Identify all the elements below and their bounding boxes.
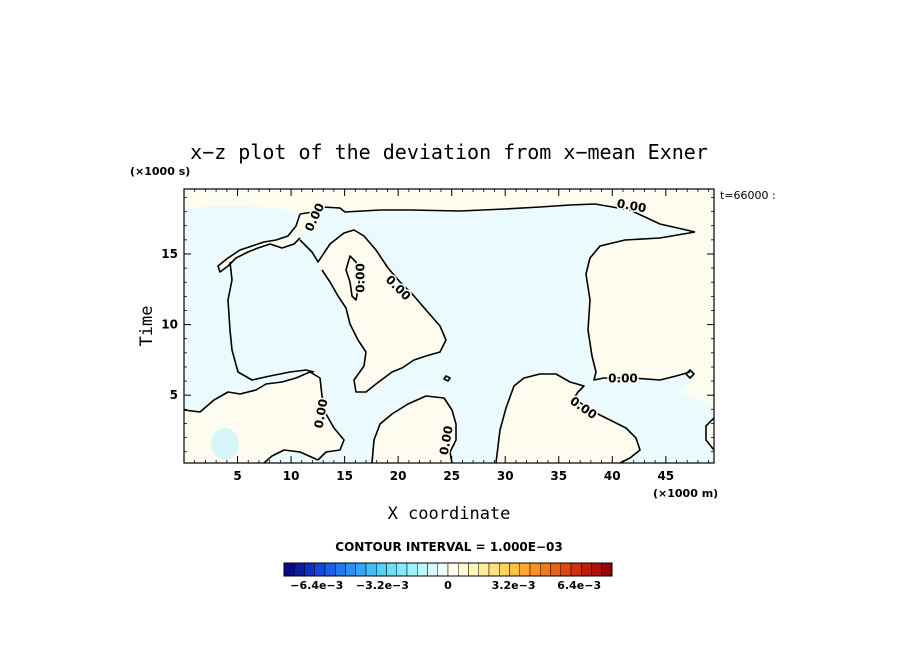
colorbar-cell (376, 562, 387, 577)
colorbar-cell (396, 562, 408, 577)
x-axis-label: X coordinate (388, 504, 511, 524)
plot-field: 0.00 0.000.00 0.000.000.000.000.00 (184, 189, 714, 463)
colorbar-cell (519, 562, 531, 577)
colorbar-cell (550, 562, 561, 577)
x-tick-label: 30 (497, 469, 514, 483)
colorbar-cell (581, 562, 592, 577)
y-axis-ticks: 5 10 15 (161, 197, 714, 453)
x-tick-label: 10 (283, 469, 300, 483)
contour-peninsula (299, 229, 447, 393)
x-tick-label: 45 (657, 469, 674, 483)
x-axis-ticks: 5 10 15 20 25 30 35 40 45 (194, 189, 710, 483)
chart-title: x−z plot of the deviation from x−mean Ex… (190, 140, 708, 164)
colorbar-cell (294, 562, 305, 577)
x-tick-label: 5 (233, 469, 241, 483)
contour-spike (345, 255, 361, 301)
colorbar-cell (468, 562, 479, 577)
x-tick-label: 20 (390, 469, 407, 483)
contour-label: 0.00 (616, 196, 648, 215)
colorbar-tick-labels: −6.4e−3 −3.2e−3 0 3.2e−3 6.4e−3 (290, 579, 601, 592)
contour-left-curl (217, 213, 301, 273)
colorbar-cell (283, 562, 295, 577)
colorbar-cell (406, 562, 418, 577)
colorbar-frame (283, 562, 613, 577)
colorbar-tick-label: −6.4e−3 (290, 579, 343, 592)
positive-region-bottom-right (496, 374, 640, 463)
colorbar-cell (365, 562, 377, 577)
x-tick-label: 40 (604, 469, 621, 483)
contour-label: 0.00 (312, 398, 331, 430)
contour-left-down (227, 261, 315, 381)
contour-label: 0.00 (354, 263, 368, 293)
contour-interval: CONTOUR INTERVAL = 1.000E−03 (335, 540, 562, 554)
positive-region-spike (346, 256, 360, 300)
contour-edge-bottom-right (705, 417, 714, 451)
zero-contours (184, 203, 714, 463)
colorbar-cell (386, 562, 397, 577)
colorbar-cell (499, 562, 510, 577)
y-axis-unit: (×1000 s) (130, 165, 190, 178)
y-tick-label: 10 (161, 318, 178, 332)
colorbar-cell (447, 562, 459, 577)
contour-bottom-center (371, 395, 457, 463)
y-tick-label: 15 (161, 247, 178, 261)
x-axis-unit: (×1000 m) (653, 487, 718, 500)
colorbar-cell (427, 562, 438, 577)
x-tick-label: 35 (550, 469, 567, 483)
colorbar-cell (601, 562, 613, 577)
colorbar-tick-label: 6.4e−3 (557, 579, 601, 592)
colorbar-cell (458, 562, 469, 577)
colorbar-cell (417, 562, 428, 577)
colorbar-cell (324, 562, 336, 577)
positive-region-left (184, 199, 313, 272)
colorbar-cell (314, 562, 326, 577)
colorbar-tick-label: 3.2e−3 (492, 579, 536, 592)
colorbar (283, 562, 613, 577)
contour-right (585, 231, 696, 381)
colorbar-cell (591, 562, 602, 577)
x-tick-label: 15 (336, 469, 353, 483)
colorbar-cell (478, 562, 490, 577)
colorbar-cell (437, 562, 449, 577)
contour-small-loop (685, 369, 695, 379)
colorbar-cell (509, 562, 520, 577)
negative-blob (211, 428, 239, 460)
colorbar-cell (345, 562, 356, 577)
y-axis-label: Time (137, 306, 157, 347)
contour-edge-left-bottom (263, 449, 319, 463)
colorbar-tick-label: −3.2e−3 (356, 579, 409, 592)
contour-top (299, 203, 696, 233)
contour-label: 0.00 (437, 425, 456, 457)
colorbar-cell (304, 562, 315, 577)
positive-region-right (586, 222, 714, 404)
colorbar-tick-label: 0 (444, 579, 452, 592)
positive-region-bottom-center (372, 396, 456, 463)
colorbar-cell (540, 562, 551, 577)
colorbar-cell (560, 562, 572, 577)
plot-frame (183, 188, 715, 464)
contour-label: 0.00 (608, 371, 638, 385)
colorbar-cell (355, 562, 367, 577)
colorbar-cell (529, 562, 541, 577)
x-tick-label: 25 (443, 469, 460, 483)
colorbar-cell (488, 562, 500, 577)
colorbar-cell (570, 562, 582, 577)
time-stamp: t=66000 : (720, 189, 776, 202)
contour-small-mark (443, 375, 451, 382)
contour-bottom-left (184, 371, 345, 461)
colorbar-cell (335, 562, 346, 577)
contour-bottom-right (495, 373, 641, 463)
y-tick-label: 5 (170, 388, 178, 402)
